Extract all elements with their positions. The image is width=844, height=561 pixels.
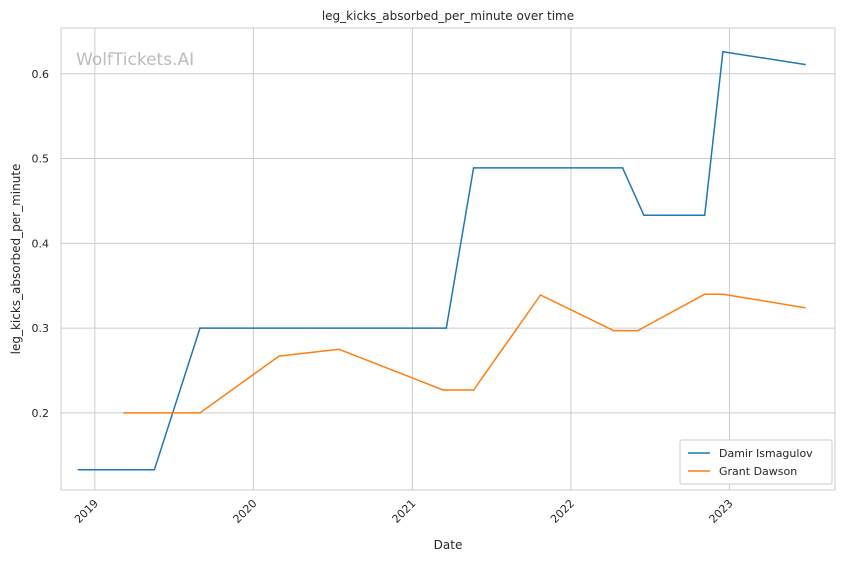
y-tick-label: 0.3	[32, 322, 50, 335]
legend-label-damir-ismagulov: Damir Ismagulov	[719, 447, 813, 460]
data-point-damir-ismagulov	[153, 468, 156, 471]
data-point-grant-dawson	[722, 293, 724, 295]
data-point-damir-ismagulov	[643, 214, 645, 217]
data-point-damir-ismagulov	[472, 167, 475, 169]
y-axis-ticks: 0.2 0.3 0.4 0.5 0.6	[32, 68, 50, 420]
legend: Damir Ismagulov Grant Dawson	[679, 439, 833, 485]
data-point-damir-ismagulov	[445, 327, 448, 329]
data-point-damir-ismagulov	[621, 167, 624, 169]
legend-box	[679, 439, 833, 485]
data-point-grant-dawson	[612, 329, 615, 332]
data-point-damir-ismagulov	[804, 63, 806, 66]
chart-title: leg_kicks_absorbed_per_minute over time	[322, 9, 574, 23]
plot-frame	[60, 27, 836, 491]
data-point-grant-dawson	[278, 355, 280, 357]
x-axis-label: Date	[434, 538, 463, 552]
legend-label-grant-dawson: Grant Dawson	[719, 465, 797, 478]
data-point-damir-ismagulov	[77, 468, 80, 471]
y-tick-label: 0.5	[32, 153, 50, 166]
series-line-damir-ismagulov	[78, 50, 806, 471]
data-point-grant-dawson	[472, 389, 475, 391]
data-point-grant-dawson	[338, 348, 340, 351]
grid-lines	[61, 28, 835, 490]
y-tick-label: 0.6	[32, 68, 50, 81]
data-point-grant-dawson	[123, 412, 125, 414]
data-point-damir-ismagulov	[199, 327, 201, 329]
data-point-damir-ismagulov	[722, 50, 724, 53]
y-tick-label: 0.4	[32, 237, 50, 250]
y-axis-label: leg_kicks_absorbed_per_minute	[9, 164, 23, 355]
series-line-grant-dawson	[124, 293, 806, 414]
y-tick-label: 0.2	[32, 407, 50, 420]
data-point-grant-dawson	[199, 412, 201, 414]
watermark: WolfTickets.AI	[76, 50, 194, 70]
data-point-grant-dawson	[804, 306, 806, 309]
data-point-grant-dawson	[637, 329, 639, 332]
data-point-grant-dawson	[539, 294, 542, 296]
data-point-damir-ismagulov	[703, 214, 706, 217]
data-point-grant-dawson	[442, 389, 445, 391]
data-point-grant-dawson	[703, 293, 706, 295]
series-layer	[77, 50, 806, 471]
